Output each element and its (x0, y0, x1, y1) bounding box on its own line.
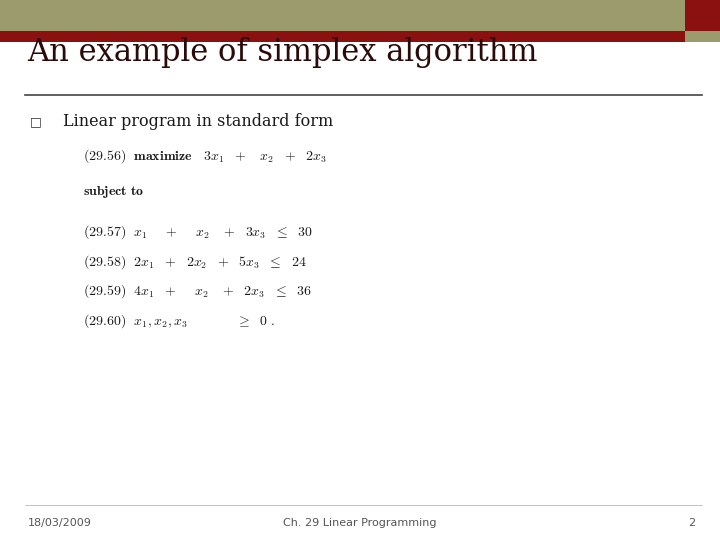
Text: $(29.60)\ \ x_1,x_2,x_3\ \ \ \ \ \ \ \ \ \ \ \ \geq\ \ 0\ .$: $(29.60)\ \ x_1,x_2,x_3\ \ \ \ \ \ \ \ \… (83, 313, 275, 330)
Bar (685, 31, 720, 42)
Text: 18/03/2009: 18/03/2009 (27, 518, 91, 528)
Bar (0, 0, 720, 31)
Text: Ch. 29 Linear Programming: Ch. 29 Linear Programming (283, 518, 437, 528)
Text: 2: 2 (688, 518, 695, 528)
Text: $(29.56)\ \ \mathbf{maximize}\ \ \ 3x_1\ \ +\ \ \ x_2\ \ +\ \ 2x_3$: $(29.56)\ \ \mathbf{maximize}\ \ \ 3x_1\… (83, 148, 326, 165)
Text: $\mathbf{subject\ to}$: $\mathbf{subject\ to}$ (83, 184, 144, 200)
Text: An example of simplex algorithm: An example of simplex algorithm (27, 37, 538, 68)
Bar (0, 31, 720, 42)
Text: $(29.58)\ \ 2x_1\ \ +\ \ 2x_2\ \ +\ \ 5x_3\ \ \leq\ \ 24$: $(29.58)\ \ 2x_1\ \ +\ \ 2x_2\ \ +\ \ 5x… (83, 253, 307, 271)
Text: Linear program in standard form: Linear program in standard form (63, 113, 333, 130)
Text: □: □ (30, 115, 42, 128)
Text: $(29.59)\ \ 4x_1\ \ +\ \ \ \ x_2\ \ \ +\ \ 2x_3\ \ \leq\ \ 36$: $(29.59)\ \ 4x_1\ \ +\ \ \ \ x_2\ \ \ +\… (83, 283, 312, 300)
Bar (685, 0, 720, 31)
Text: $(29.57)\ \ x_1\ \ \ \ +\ \ \ \ x_2\ \ \ +\ \ 3x_3\ \ \leq\ \ 30$: $(29.57)\ \ x_1\ \ \ \ +\ \ \ \ x_2\ \ \… (83, 224, 312, 241)
